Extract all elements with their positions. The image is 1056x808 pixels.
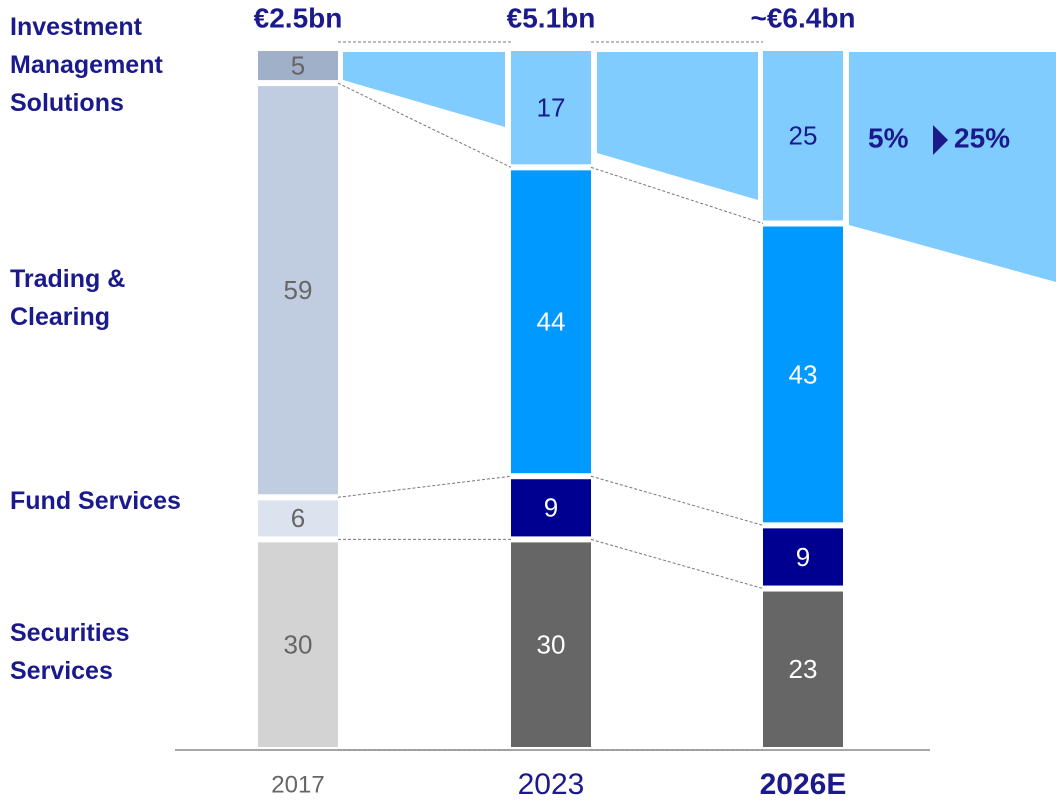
connector [337, 82, 512, 168]
bar-segment [511, 479, 591, 537]
bar-segment [511, 170, 591, 474]
total-label: €5.1bn [507, 2, 596, 33]
bar-segment [258, 500, 338, 537]
bar-segment [258, 51, 338, 81]
segment-label: 25 [789, 121, 818, 151]
bar-segment [511, 542, 591, 747]
bar-segment [763, 51, 843, 221]
bar-segment [511, 51, 591, 165]
annotation-arrow [933, 125, 948, 155]
segment-label: 9 [544, 493, 558, 523]
connector [337, 475, 512, 498]
legend-label: Investment Management Solutions [10, 13, 163, 117]
growth-banner [597, 52, 758, 200]
segment-label: 59 [284, 275, 313, 305]
annotation-to: 25% [954, 122, 1010, 153]
legend-label: Trading & Clearing [10, 265, 126, 331]
growth-banner [343, 52, 505, 127]
segment-label: 30 [537, 630, 566, 660]
growth-banner [849, 52, 1056, 282]
connector [590, 538, 764, 590]
segment-label: 6 [291, 503, 305, 533]
bar-segment [763, 226, 843, 523]
x-tick-label: 2023 [518, 768, 585, 801]
segment-label: 9 [796, 542, 810, 572]
bar-segment [763, 591, 843, 747]
legend-label: Fund Services [10, 487, 181, 515]
segment-label: 17 [537, 93, 566, 123]
connector [590, 475, 764, 526]
connector [590, 166, 764, 224]
segment-label: 5 [291, 50, 305, 80]
segment-label: 44 [537, 307, 566, 337]
legend-label: Securities Services [10, 619, 130, 685]
bar-segment [258, 86, 338, 495]
total-label: €2.5bn [254, 2, 343, 33]
annotation-from: 5% [868, 122, 909, 153]
bar-segment [258, 542, 338, 747]
segment-label: 30 [284, 630, 313, 660]
x-tick-label: 2017 [271, 771, 324, 798]
segment-label: 43 [789, 359, 818, 389]
x-tick-label: 2026E [760, 768, 847, 801]
bar-segment [763, 528, 843, 586]
total-label: ~€6.4bn [750, 2, 855, 33]
segment-label: 23 [789, 654, 818, 684]
